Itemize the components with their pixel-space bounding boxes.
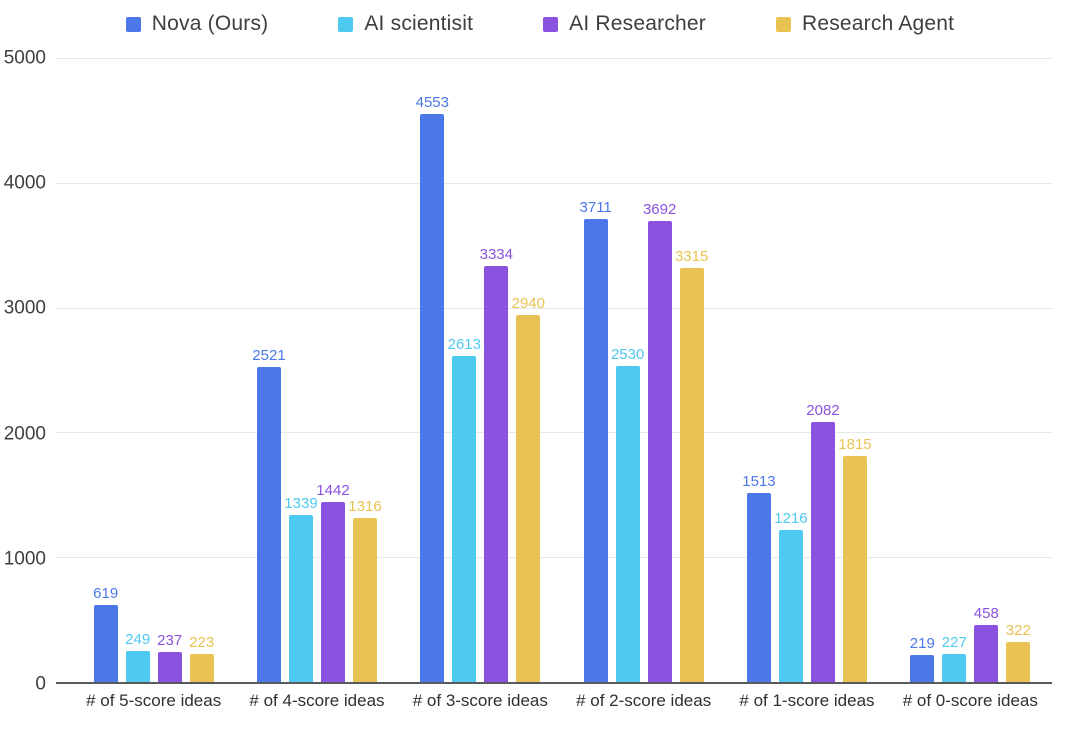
bar: 458 bbox=[974, 606, 999, 682]
bar-value-label: 3711 bbox=[579, 198, 612, 216]
x-axis-category-label: # of 1-score ideas bbox=[739, 691, 875, 710]
bar: 2613 bbox=[448, 337, 481, 682]
legend-swatch-icon bbox=[775, 16, 791, 32]
bar: 4553 bbox=[416, 95, 449, 682]
bar-value-label: 2082 bbox=[806, 402, 840, 420]
bar: 2521 bbox=[252, 348, 286, 682]
bar-value-label: 223 bbox=[189, 634, 215, 652]
bar-value-label: 227 bbox=[941, 633, 967, 651]
bar-group: 1513 1216 2082 1815 # of 1-score ideas bbox=[725, 58, 888, 710]
legend: Nova (Ours) AI scientisit AI Researcher Res… bbox=[0, 12, 1080, 36]
bar: 3315 bbox=[675, 249, 708, 682]
legend-item-1: AI scientisit bbox=[338, 12, 473, 36]
bar: 1513 bbox=[742, 474, 776, 682]
bar-value-label: 3692 bbox=[642, 201, 677, 219]
y-tick-label: 0 bbox=[35, 673, 46, 695]
bar-value-label: 1815 bbox=[838, 435, 872, 453]
gridline bbox=[56, 432, 1052, 434]
gridline bbox=[56, 557, 1052, 559]
bar-value-label: 237 bbox=[157, 632, 183, 650]
legend-label: AI scientisit bbox=[364, 12, 474, 35]
bar: 2530 bbox=[611, 347, 644, 682]
legend-swatch-icon bbox=[543, 16, 559, 32]
bar-value-label: 1339 bbox=[284, 494, 318, 512]
bar: 237 bbox=[157, 633, 182, 682]
bar: 2082 bbox=[806, 403, 840, 682]
legend-label: AI Researcher bbox=[569, 12, 706, 35]
bar: 227 bbox=[942, 635, 967, 682]
legend-label: Nova (Ours) bbox=[151, 12, 269, 35]
bar-value-label: 1216 bbox=[774, 510, 808, 528]
bar: 1339 bbox=[284, 496, 318, 682]
bar: 3692 bbox=[643, 202, 676, 682]
bar: 2940 bbox=[512, 296, 545, 682]
gridline bbox=[56, 58, 1052, 59]
bar-group: 3711 2530 3692 3315 # of 2-score ideas bbox=[562, 58, 725, 710]
bar: 3711 bbox=[580, 200, 612, 682]
bar-value-label: 249 bbox=[125, 630, 151, 648]
bar-value-label: 219 bbox=[909, 634, 935, 652]
legend-item-3: Research Agent bbox=[775, 12, 955, 36]
x-axis-category-label: # of 2-score ideas bbox=[576, 691, 712, 710]
legend-label: Research Agent bbox=[801, 12, 955, 35]
bar: 249 bbox=[125, 632, 150, 682]
bar: 223 bbox=[189, 635, 214, 682]
bar-value-label: 619 bbox=[93, 584, 119, 602]
bar-value-label: 3315 bbox=[674, 248, 709, 266]
bar: 1442 bbox=[316, 483, 350, 682]
y-tick-label: 4000 bbox=[3, 172, 46, 194]
bar-value-label: 2940 bbox=[511, 295, 545, 313]
bar-value-label: 1316 bbox=[348, 497, 382, 515]
legend-swatch-icon bbox=[125, 16, 141, 32]
bar-value-label: 2521 bbox=[252, 347, 286, 365]
bar-value-label: 3334 bbox=[479, 245, 513, 263]
plot-area: 619 249 237 223 # of 5-score ideas 2521 1339 14… bbox=[56, 58, 1052, 710]
bar-groups: 619 249 237 223 # of 5-score ideas 2521 1339 14… bbox=[72, 58, 1052, 710]
bar-group: 4553 2613 3334 2940 # of 3-score ideas bbox=[399, 58, 562, 710]
bar-value-label: 458 bbox=[973, 604, 999, 622]
bar: 1316 bbox=[348, 499, 382, 682]
x-axis-category-label: # of 3-score ideas bbox=[412, 691, 548, 710]
x-axis-category-label: # of 0-score ideas bbox=[902, 691, 1038, 710]
bar-value-label: 322 bbox=[1005, 621, 1031, 639]
bar: 219 bbox=[910, 636, 935, 682]
y-tick-label: 1000 bbox=[3, 548, 46, 570]
bar-value-label: 1513 bbox=[742, 473, 776, 491]
x-axis-category-label: # of 5-score ideas bbox=[86, 691, 222, 710]
legend-item-2: AI Researcher bbox=[543, 12, 706, 36]
bar-value-label: 1442 bbox=[316, 482, 350, 500]
bar-value-label: 4553 bbox=[415, 93, 449, 111]
y-tick-label: 3000 bbox=[3, 297, 46, 319]
bar: 3334 bbox=[480, 247, 513, 682]
bar-value-label: 2530 bbox=[610, 346, 645, 364]
bar-group: 219 227 458 322 # of 0-score ideas bbox=[889, 58, 1052, 710]
bar-value-label: 2613 bbox=[447, 335, 481, 353]
gridline bbox=[56, 307, 1052, 309]
y-tick-label: 5000 bbox=[3, 47, 46, 69]
x-axis-category-label: # of 4-score ideas bbox=[249, 691, 385, 710]
bar: 1815 bbox=[838, 437, 872, 682]
legend-item-0: Nova (Ours) bbox=[125, 12, 269, 36]
gridline bbox=[56, 182, 1052, 184]
bar-group: 619 249 237 223 # of 5-score ideas bbox=[72, 58, 235, 710]
bar: 619 bbox=[93, 586, 118, 682]
bar: 1216 bbox=[774, 511, 808, 682]
legend-swatch-icon bbox=[338, 16, 354, 32]
y-tick-label: 2000 bbox=[3, 423, 46, 445]
bar-group: 2521 1339 1442 1316 # of 4-score ideas bbox=[235, 58, 398, 710]
bar: 322 bbox=[1006, 623, 1031, 682]
